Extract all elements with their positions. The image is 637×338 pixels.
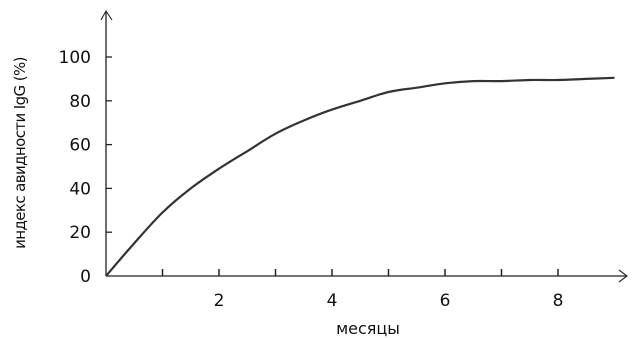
- x-tick-label: 4: [327, 291, 338, 311]
- y-tick-label: 20: [69, 223, 91, 243]
- y-tick-label: 100: [59, 48, 91, 68]
- y-tick-label: 80: [69, 92, 91, 112]
- y-tick-label: 60: [69, 136, 91, 156]
- x-tick-label: 8: [553, 291, 564, 311]
- x-axis-title: месяцы: [336, 319, 400, 338]
- series-line: [105, 76, 615, 277]
- y-axis-arrow: [100, 9, 113, 21]
- ticks: [106, 56, 559, 276]
- axes: [100, 9, 628, 283]
- x-axis-arrow: [618, 269, 628, 283]
- y-axis-title: индекс авидности IgG (%): [11, 57, 29, 249]
- x-tick-label: 2: [214, 291, 225, 311]
- y-tick-label: 40: [69, 179, 91, 199]
- x-tick-label: 6: [440, 291, 451, 311]
- y-tick-label: 0: [80, 267, 91, 287]
